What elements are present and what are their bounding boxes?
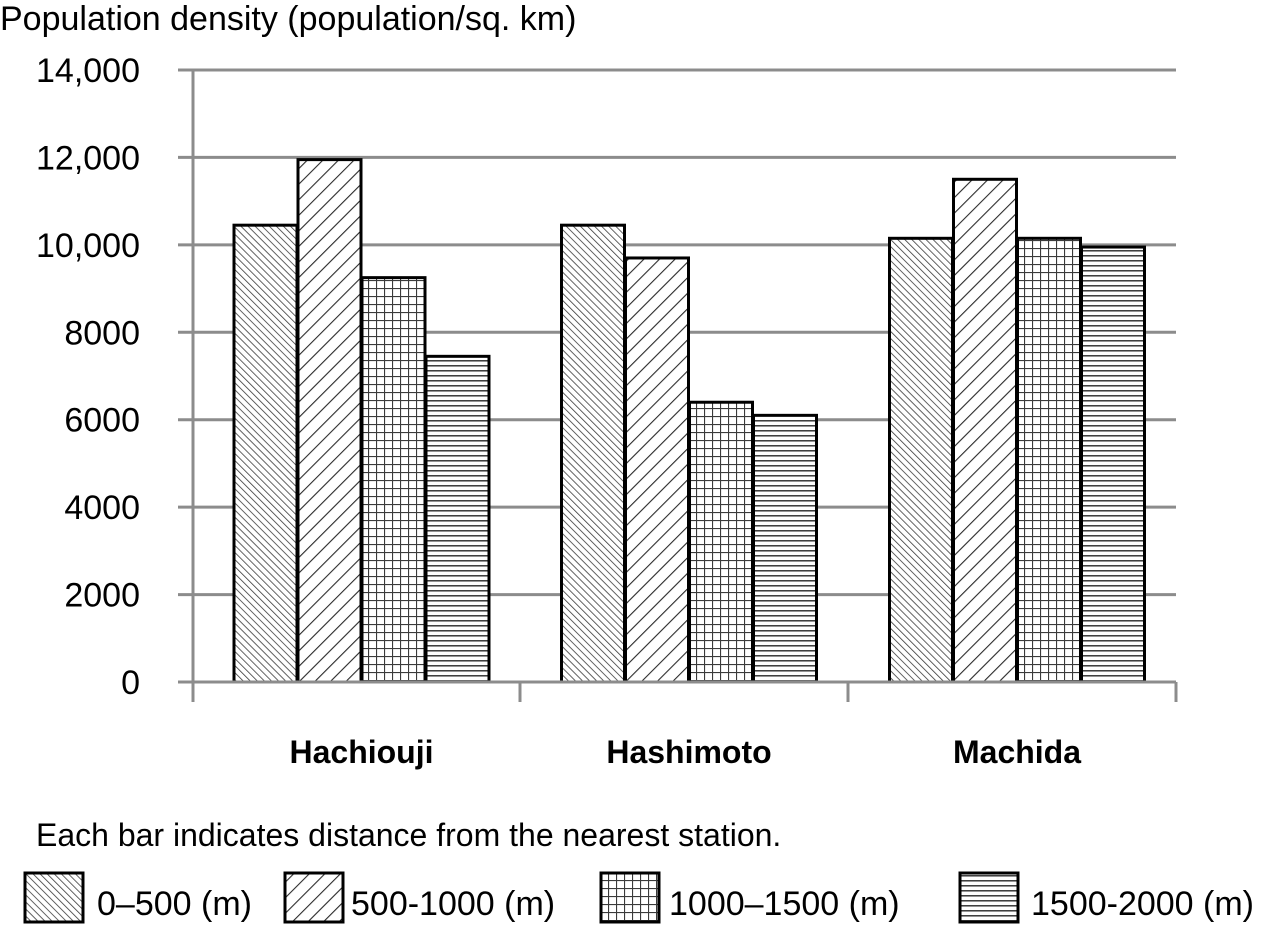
y-tick-label: 10,000 [36,227,140,265]
y-axis-ticks: 0 2000 4000 6000 8000 10,000 12,000 14,000 [36,52,140,702]
legend-swatch [599,871,661,924]
bar-hachiouji-series-4 [424,354,491,684]
bar-machida-series-4 [1080,245,1146,684]
y-tick-label: 8000 [64,314,140,352]
legend-label: 1000–1500 (m) [669,885,900,923]
legend-swatch [283,871,345,924]
bar-hashimoto-series-4 [752,413,818,684]
legend-item: 0–500 (m) [23,871,252,924]
y-tick-label: 2000 [64,577,140,615]
bar-machida-series-2 [952,177,1018,684]
bar-hashimoto-series-1 [560,223,626,684]
legend-note: Each bar indicates distance from the nea… [36,817,781,853]
bar-hashimoto-series-3 [688,400,754,684]
legend-swatch [958,871,1020,924]
legend-swatch [23,871,85,924]
y-tick-label: 12,000 [36,139,140,177]
legend-label: 0–500 (m) [97,885,252,923]
y-tick-label: 6000 [64,402,140,440]
x-category-label: Hashimoto [606,734,771,770]
legend-label: 1500-2000 (m) [1031,885,1254,923]
legend-item: 500-1000 (m) [283,871,555,924]
y-tick-label: 0 [121,664,140,702]
legend-item: 1000–1500 (m) [599,871,900,924]
y-tick-label: 14,000 [36,52,140,90]
bar-hashimoto-series-2 [624,256,690,684]
bar-hachiouji-series-1 [232,223,299,684]
x-axis [178,680,1178,702]
x-category-label: Machida [953,734,1081,770]
legend-item: 1500-2000 (m) [958,871,1254,924]
x-axis-categories: Hachiouji Hashimoto Machida [289,734,1081,770]
y-axis-title: Population density (population/sq. km) [0,0,576,38]
bar-hachiouji-series-3 [360,276,427,684]
bars [232,158,1146,684]
legend: 0–500 (m) 500-1000 (m) 1000–1500 (m) 1500-2… [23,871,1254,924]
bar-hachiouji-series-2 [296,158,363,684]
bar-machida-series-3 [1016,236,1082,684]
bar-machida-series-1 [888,236,954,684]
legend-label: 500-1000 (m) [351,885,555,923]
x-category-label: Hachiouji [289,734,433,770]
y-tick-label: 4000 [64,489,140,527]
